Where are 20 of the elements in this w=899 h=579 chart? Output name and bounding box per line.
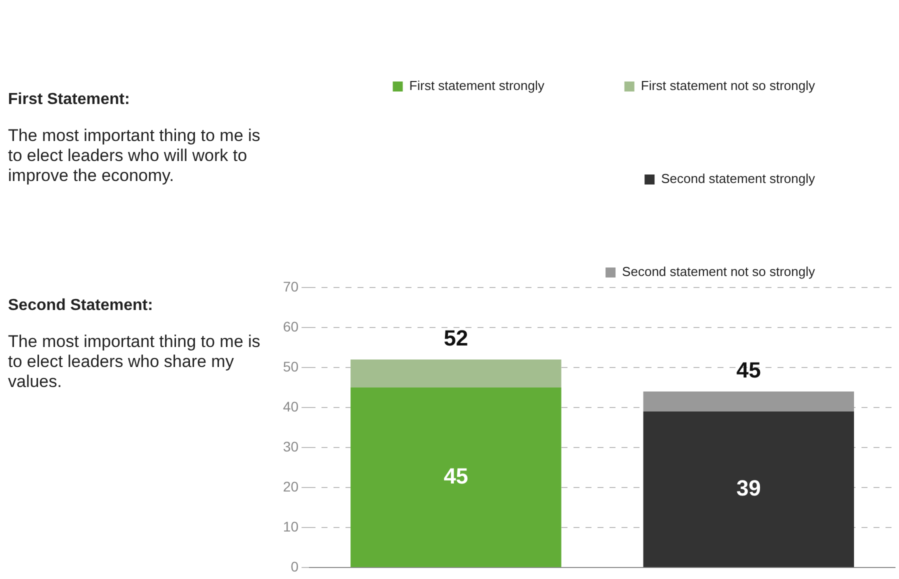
text: The most important thing to me is to elect leaders who will work to improve the economy. <box>8 126 262 186</box>
y-tick-label: 60 <box>282 318 299 334</box>
legend-label: Second statement not so strongly <box>622 264 816 280</box>
total-label: 52 <box>444 326 468 351</box>
legend-label: Second statement strongly <box>661 171 816 186</box>
y-tick-label: 40 <box>282 398 299 414</box>
legend-label: First statement strongly <box>409 78 545 94</box>
text: First Statement: <box>8 90 131 110</box>
y-tick-label: 50 <box>282 358 299 374</box>
y-tick-label: 20 <box>282 478 299 494</box>
y-tick-label: 0 <box>290 558 299 574</box>
y-tick-label: 10 <box>282 518 299 534</box>
text: Second Statement: <box>8 296 154 316</box>
legend-label: First statement not so strongly <box>640 78 816 94</box>
total-label: 45 <box>736 358 761 383</box>
y-tick-label: 30 <box>282 438 299 454</box>
data-label: 45 <box>444 463 468 488</box>
text: The most important thing to me is to elect leaders who share my values. <box>8 332 262 392</box>
y-tick-label: 70 <box>282 278 299 294</box>
data-label: 39 <box>736 475 761 500</box>
